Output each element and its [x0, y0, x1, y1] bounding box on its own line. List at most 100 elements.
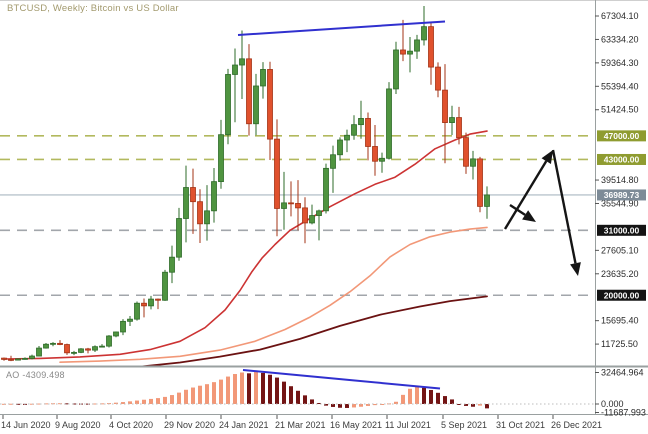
ao-bar [163, 396, 167, 404]
arrow-head-icon [541, 150, 553, 164]
candle-body [246, 58, 252, 125]
candle [358, 100, 364, 139]
price-axis[interactable]: 67304.10 63334.20 59364.30 55394.40 51424.50… [595, 11, 646, 349]
candle-body [85, 348, 91, 351]
price-level-badge: 36989.73 [597, 189, 646, 201]
candle [43, 343, 49, 349]
candle-body [456, 117, 462, 139]
ao-bar [177, 392, 181, 404]
ao-bar [443, 396, 447, 404]
time-tick-label: 4 Oct 2020 [109, 420, 153, 430]
time-tick-label: 21 Mar 2021 [275, 420, 326, 430]
ma-mid-line [59, 226, 488, 364]
ao-bar [401, 394, 405, 404]
time-tick-label: 14 Jun 2020 [1, 420, 51, 430]
candlestick-series [1, 6, 490, 362]
price-badge-label: 43000.00 [604, 155, 640, 165]
candle-body [134, 302, 140, 320]
ao-bar [471, 404, 475, 407]
candle-body [8, 359, 14, 361]
candle-body [197, 201, 203, 225]
price-tick-label: 35544.90 [601, 198, 639, 208]
candle-body [267, 69, 273, 140]
candle-body [141, 302, 147, 307]
ao-bar [261, 372, 265, 404]
candle-body [127, 318, 133, 322]
ao-bar [128, 401, 132, 404]
arrow-down-projection[interactable] [551, 149, 581, 276]
trendline-ao[interactable] [242, 369, 441, 390]
candle [274, 119, 280, 237]
ao-bar [233, 374, 237, 404]
candle [316, 209, 322, 241]
price-tick-label: 15695.40 [601, 316, 639, 326]
candle-body [218, 134, 224, 183]
symbol-title: BTCUSD, Weekly: Bitcoin vs US Dollar [7, 3, 179, 14]
price-badge-label: 20000.00 [604, 290, 640, 300]
ao-bar [9, 403, 13, 405]
arrow-up-projection[interactable] [503, 150, 553, 230]
candle-body [407, 50, 413, 55]
candle [1, 357, 7, 361]
price-tick-label: 39514.80 [601, 175, 639, 185]
candle-body [204, 210, 210, 225]
candle [330, 145, 336, 193]
ao-bar [303, 395, 307, 404]
candle-body [64, 344, 70, 354]
candle [57, 340, 63, 346]
time-axis[interactable]: 14 Jun 2020 9 Aug 2020 4 Oct 2020 29 Nov 20… [1, 415, 602, 430]
ao-bar [114, 402, 118, 404]
candle [85, 347, 91, 354]
candle [379, 152, 385, 173]
trendline-highs[interactable] [237, 20, 446, 36]
ao-axis[interactable]: 32464.964 0.000-11687.993 [595, 368, 646, 418]
candle [309, 204, 315, 225]
ao-bar [156, 398, 160, 404]
candle-body [414, 39, 420, 52]
ao-bar [37, 403, 41, 405]
ao-bar [338, 404, 342, 408]
candle-body [302, 207, 308, 224]
ao-bar [198, 385, 202, 404]
price-badge-bg [597, 153, 646, 165]
candle [29, 354, 35, 360]
candle [204, 185, 210, 241]
time-tick-label: 9 Aug 2020 [55, 420, 101, 430]
ao-bar [184, 389, 188, 404]
candle [162, 269, 168, 301]
candle [260, 62, 266, 99]
ao-tick-label: 0.000 [601, 399, 624, 409]
candle [351, 115, 357, 140]
ao-bar [268, 374, 272, 404]
candle [477, 156, 483, 213]
price-tick-label: 51424.50 [601, 105, 639, 115]
ao-bar [65, 403, 69, 405]
ao-bar [72, 403, 76, 405]
candle [239, 30, 245, 99]
candle [386, 82, 392, 160]
ao-bar [345, 404, 349, 408]
ao-bar [296, 390, 300, 404]
candle-body [260, 69, 266, 87]
candle-body [309, 215, 315, 224]
ao-bar [485, 404, 489, 409]
candle-body [365, 118, 371, 147]
ao-tick-label: 32464.964 [601, 368, 644, 378]
ao-bar [289, 386, 293, 404]
ao-bar [142, 399, 146, 404]
candle-body [428, 26, 434, 68]
ao-bar [380, 404, 384, 405]
time-tick-label: 26 Dec 2021 [551, 420, 602, 430]
candle-body [484, 194, 490, 207]
candle [78, 348, 84, 354]
candle-body [15, 358, 21, 361]
ao-bar [310, 399, 314, 404]
candle-body [337, 139, 343, 156]
price-level-badge: 20000.00 [597, 289, 646, 301]
price-badge-bg [597, 224, 646, 236]
price-tick-label: 55394.40 [601, 81, 639, 91]
ao-bar [219, 379, 223, 404]
candle [428, 22, 434, 85]
